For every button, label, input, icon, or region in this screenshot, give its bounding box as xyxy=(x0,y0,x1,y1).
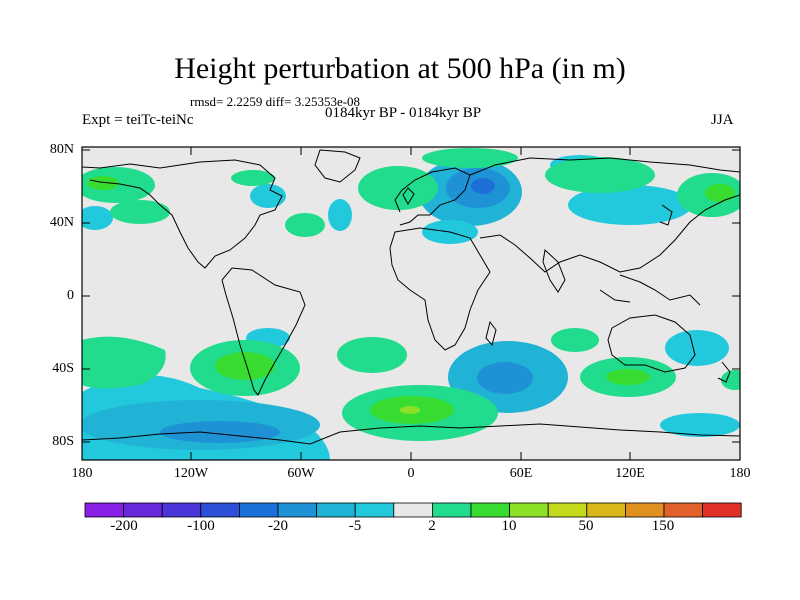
colorbar-label-50: 50 xyxy=(578,518,594,534)
lon-label-60e: 60E xyxy=(509,466,533,481)
colorbar-swatch-6 xyxy=(316,502,356,518)
coast-india xyxy=(542,249,566,293)
coastlines xyxy=(82,149,740,445)
southwest-pacific-high xyxy=(82,336,166,389)
colorbar-swatch-7 xyxy=(354,502,395,518)
asia-low xyxy=(568,185,692,225)
north-pacific-high-sub xyxy=(110,200,170,224)
colorbar-label-neg20: -20 xyxy=(268,518,288,534)
plot-title: Height perturbation at 500 hPa (in m) xyxy=(174,52,626,85)
colorbar-swatch-2 xyxy=(161,502,202,518)
atlantic-high-north xyxy=(358,166,438,210)
colorbar-label-neg100: -100 xyxy=(187,518,215,534)
atlantic-high xyxy=(337,337,407,373)
north-america-high xyxy=(231,170,275,186)
colorbar-swatch-8 xyxy=(393,502,433,518)
colorbar-swatch-9 xyxy=(431,502,472,518)
season-label: JJA xyxy=(711,112,734,128)
colorbar-swatch-0 xyxy=(84,502,124,518)
colorbar-swatch-1 xyxy=(123,502,163,518)
colorbar-swatch-3 xyxy=(200,502,240,518)
period-label: 0184kyr BP - 0184kyr BP xyxy=(325,105,482,121)
australia-high-core xyxy=(606,369,650,385)
arctic-high xyxy=(422,148,518,168)
colorbar-swatch-16 xyxy=(702,502,742,518)
colorbar xyxy=(84,502,742,518)
rmsd-stats: rmsd= 2.2259 diff= 3.25353e-08 xyxy=(190,94,361,109)
lat-ticks xyxy=(82,149,740,443)
colorbar-label-10: 10 xyxy=(501,518,517,534)
colorbar-label-neg5: -5 xyxy=(348,518,362,534)
lat-label-40s: 40S xyxy=(52,361,74,376)
kamchatka-high-core xyxy=(705,184,735,202)
north-pacific-high-core xyxy=(87,176,119,190)
lon-label-60w: 60W xyxy=(287,466,315,481)
coast-uk xyxy=(402,187,415,205)
colorbar-swatch-4 xyxy=(238,502,279,518)
coast-greenland xyxy=(314,149,361,183)
colorbar-swatch-13 xyxy=(586,502,626,518)
lon-label-180w: 180 xyxy=(71,466,93,481)
positive-anomalies xyxy=(82,148,740,441)
colorbar-swatch-12 xyxy=(547,502,588,518)
coast-southeast-asia xyxy=(599,274,701,306)
america-high-south xyxy=(285,213,325,237)
south-pacific-low-core xyxy=(160,421,280,443)
north-pacific-high-west xyxy=(82,167,155,203)
lon-ticks xyxy=(81,147,741,460)
siberia-high xyxy=(545,157,655,193)
antarctic-pacific-low xyxy=(660,413,740,437)
colorbar-swatch-11 xyxy=(509,502,549,518)
indian-southwest-high xyxy=(551,328,599,352)
colorbar-swatch-10 xyxy=(470,502,510,518)
colorbar-label-150: 150 xyxy=(651,518,675,534)
far-east-high xyxy=(721,370,740,390)
coast-europe xyxy=(394,167,471,226)
colorbar-swatch-14 xyxy=(625,502,665,518)
colorbar-swatch-15 xyxy=(663,502,703,518)
coast-australia xyxy=(607,314,696,373)
coast-madagascar xyxy=(485,320,497,347)
coast-south-america xyxy=(221,267,306,396)
lon-label-0: 0 xyxy=(407,466,415,481)
colorbar-label-2: 2 xyxy=(428,518,436,534)
lat-label-0: 0 xyxy=(67,288,74,303)
west-pacific-low-north xyxy=(82,206,113,230)
coast-africa xyxy=(389,227,491,351)
coast-japan xyxy=(659,204,673,226)
experiment-label: Expt = teiTc-teiNc xyxy=(82,112,194,128)
mid-atlantic-low xyxy=(328,199,352,231)
colorbar-label-neg200: -200 xyxy=(110,518,138,534)
coast-new-zealand xyxy=(717,361,731,383)
indian-ocean-low-core xyxy=(477,362,533,394)
lon-label-120e: 120E xyxy=(615,466,645,481)
lat-label-80n: 80N xyxy=(49,142,74,157)
coast-asia xyxy=(469,157,740,273)
north-america-low xyxy=(250,184,286,208)
colorbar-swatch-5 xyxy=(277,502,317,518)
tasman-low xyxy=(665,330,729,366)
lat-label-40n: 40N xyxy=(49,215,74,230)
lon-label-180e: 180 xyxy=(729,466,751,481)
coast-north-america xyxy=(82,159,283,269)
coast-antarctica xyxy=(82,423,740,445)
lat-label-80s: 80S xyxy=(52,434,74,449)
north-atlantic-low-core xyxy=(471,178,495,194)
negative-anomalies xyxy=(82,155,740,460)
lon-label-120w: 120W xyxy=(173,466,209,481)
south-pacific-high-core xyxy=(215,352,275,380)
southern-ocean-high-core xyxy=(400,406,420,414)
